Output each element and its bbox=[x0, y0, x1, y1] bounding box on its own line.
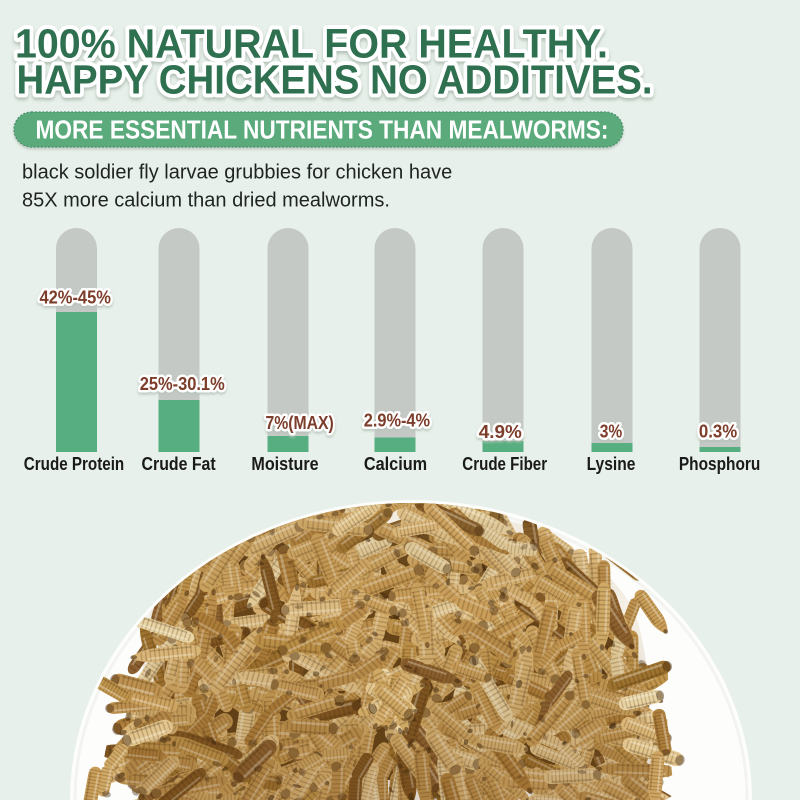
svg-text:42%-45%: 42%-45% bbox=[39, 288, 111, 308]
svg-text:85X more calcium than dried me: 85X more calcium than dried mealworms. bbox=[22, 190, 390, 212]
svg-text:0.3%: 0.3% bbox=[699, 422, 737, 442]
svg-text:3%: 3% bbox=[600, 422, 623, 442]
svg-text:7%(MAX): 7%(MAX) bbox=[265, 413, 333, 433]
svg-text:Calcium: Calcium bbox=[364, 453, 427, 474]
svg-text:Crude Fiber: Crude Fiber bbox=[462, 453, 547, 474]
svg-text:2.9%-4%: 2.9%-4% bbox=[364, 411, 430, 431]
svg-text:HAPPY CHICKENS NO ADDITIVES.: HAPPY CHICKENS NO ADDITIVES. bbox=[17, 57, 653, 103]
svg-text:Crude Protein: Crude Protein bbox=[24, 453, 124, 474]
svg-text:Crude Fat: Crude Fat bbox=[142, 453, 216, 474]
svg-text:black soldier fly larvae grubb: black soldier fly larvae grubbies for ch… bbox=[22, 162, 452, 184]
svg-text:Lysine: Lysine bbox=[587, 453, 636, 474]
svg-text:Phosphoru: Phosphoru bbox=[679, 453, 760, 474]
svg-text:4.9%: 4.9% bbox=[479, 422, 522, 442]
svg-text:100% NATURAL FOR HEALTHY.: 100% NATURAL FOR HEALTHY. bbox=[15, 21, 608, 67]
svg-text:Moisture: Moisture bbox=[251, 453, 318, 474]
svg-text:25%-30.1%: 25%-30.1% bbox=[140, 374, 225, 394]
svg-text:MORE ESSENTIAL NUTRIENTS THAN: MORE ESSENTIAL NUTRIENTS THAN MEALWORMS: bbox=[36, 117, 609, 145]
